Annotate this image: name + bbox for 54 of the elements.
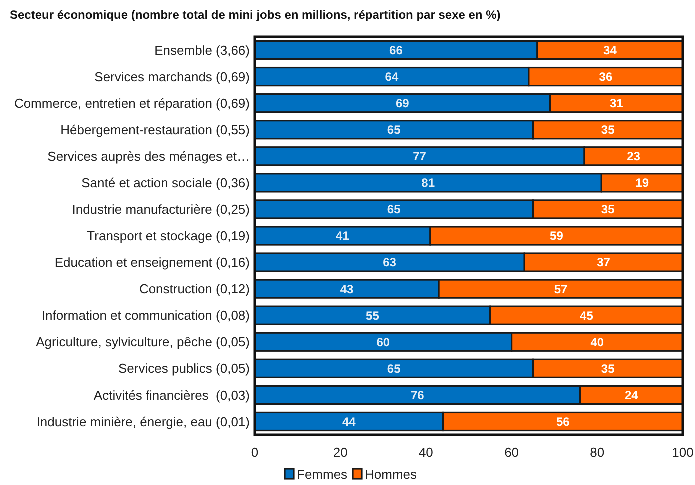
y-tick-label: Industrie minière, énergie, eau (0,01) xyxy=(36,414,250,430)
data-label: 35 xyxy=(601,123,616,138)
x-tick-label: 20 xyxy=(333,445,348,460)
data-label: 34 xyxy=(604,43,618,58)
data-label: 65 xyxy=(387,202,402,217)
y-tick-label: Hébergement-restauration (0,55) xyxy=(60,122,250,138)
chart-title: Secteur économique (nombre total de mini jobs en millions, répartition par sexe en %) xyxy=(10,8,501,22)
data-label: 41 xyxy=(336,229,350,244)
data-label: 44 xyxy=(342,414,356,429)
data-label: 37 xyxy=(597,256,611,270)
x-tick-label: 100 xyxy=(672,445,694,460)
y-tick-label: Transport et stockage (0,19) xyxy=(87,228,250,244)
y-tick-label: Construction (0,12) xyxy=(139,282,250,297)
data-label: 56 xyxy=(556,414,570,429)
y-tick-label: Commerce, entretien et réparation (0,69) xyxy=(14,96,250,111)
data-label: 40 xyxy=(590,335,604,350)
data-label: 36 xyxy=(599,70,613,84)
y-tick-label: Education et enseignement (0,16) xyxy=(54,255,250,270)
data-label: 35 xyxy=(601,362,616,376)
data-label: 55 xyxy=(366,308,380,323)
y-tick-label: Services auprès des ménages et… xyxy=(48,148,250,164)
data-label: 60 xyxy=(376,335,390,350)
data-label: 31 xyxy=(610,96,624,111)
data-label: 81 xyxy=(422,176,436,190)
data-label: 57 xyxy=(554,282,568,296)
data-label: 63 xyxy=(383,256,397,270)
x-tick-label: 80 xyxy=(590,445,605,460)
x-tick-label: 0 xyxy=(251,445,259,460)
data-label: 69 xyxy=(396,96,410,111)
data-label: 35 xyxy=(601,202,616,217)
x-tick-label: 60 xyxy=(504,445,520,460)
y-tick-label: Services publics (0,05) xyxy=(118,361,250,376)
data-label: 66 xyxy=(390,43,404,58)
data-label: 59 xyxy=(550,229,564,244)
data-label: 65 xyxy=(387,123,402,138)
data-label: 45 xyxy=(580,308,594,323)
data-label: 23 xyxy=(627,150,641,164)
y-tick-label: Santé et action sociale (0,36) xyxy=(82,175,250,190)
legend-label: Femmes xyxy=(297,467,348,482)
legend-label: Hommes xyxy=(365,467,418,482)
data-label: 76 xyxy=(410,388,425,402)
data-label: 77 xyxy=(413,150,427,164)
data-label: 24 xyxy=(624,388,639,402)
y-tick-label: Information et communication (0,08) xyxy=(42,308,250,324)
y-tick-label: Ensemble (3,66) xyxy=(154,42,250,58)
data-label: 64 xyxy=(385,70,399,84)
data-label: 65 xyxy=(387,362,402,376)
y-tick-label: Activités financières (0,03) xyxy=(94,388,250,403)
y-tick-label: Agriculture, sylviculture, pêche (0,05) xyxy=(36,334,250,350)
data-label: 43 xyxy=(340,282,354,296)
y-tick-label: Industrie manufacturière (0,25) xyxy=(72,202,250,218)
data-label: 19 xyxy=(636,176,650,190)
x-tick-label: 40 xyxy=(418,445,434,460)
y-tick-label: Services marchands (0,69) xyxy=(94,69,250,84)
